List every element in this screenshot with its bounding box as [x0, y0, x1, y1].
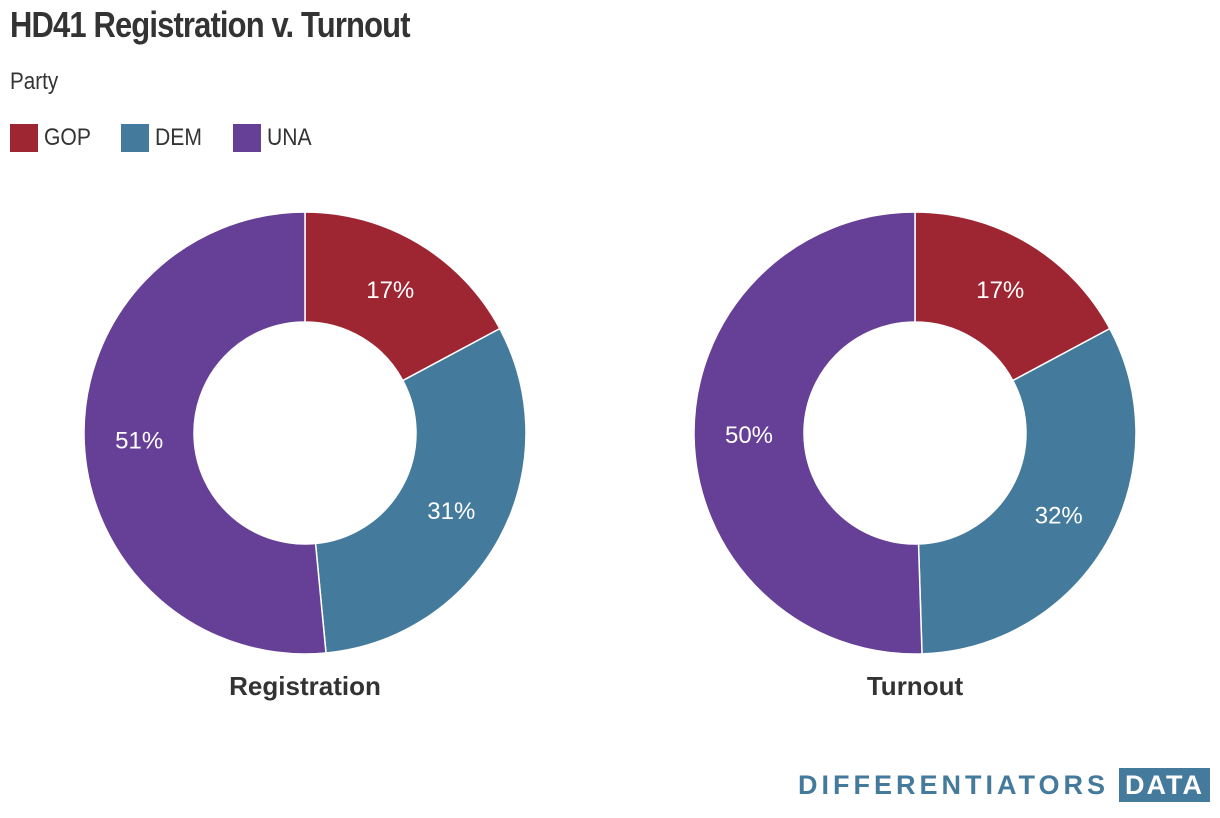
data-label-turnout-dem: 32%	[1035, 503, 1083, 530]
donut-registration: 17% 31% 51% Registration	[83, 211, 527, 701]
chart-title: HD41 Registration v. Turnout	[10, 4, 411, 45]
data-label-turnout-gop: 17%	[976, 277, 1024, 304]
slice-registration-una[interactable]	[83, 211, 327, 655]
brand-logo: DIFFERENTIATORS DATA	[798, 768, 1210, 802]
donut-turnout: 17% 32% 50% Turnout	[693, 211, 1137, 701]
legend-item-una[interactable]: UNA	[232, 124, 318, 152]
slice-turnout-gop[interactable]	[914, 211, 1111, 382]
slice-registration-gop[interactable]	[304, 211, 501, 382]
data-label-turnout-una: 50%	[725, 422, 773, 449]
data-label-registration-una: 51%	[115, 427, 163, 454]
legend-label-dem: DEM	[155, 124, 203, 151]
legend-item-dem[interactable]: DEM	[121, 124, 208, 152]
legend-swatch-una	[232, 124, 261, 152]
legend-item-gop[interactable]: GOP	[10, 124, 97, 152]
brand-wordmark: DIFFERENTIATORS	[798, 769, 1110, 800]
slice-registration-dem[interactable]	[314, 327, 527, 654]
legend-swatch-dem	[121, 124, 150, 152]
chart-label-turnout: Turnout	[867, 671, 964, 701]
data-label-registration-dem: 31%	[427, 498, 475, 525]
slice-turnout-una[interactable]	[693, 211, 923, 655]
chart-label-registration: Registration	[229, 671, 381, 701]
legend-swatch-gop	[10, 124, 38, 152]
legend-label-gop: GOP	[44, 124, 91, 151]
brand-data-box: DATA	[1119, 768, 1210, 802]
data-label-registration-gop: 17%	[366, 277, 414, 304]
slice-turnout-dem[interactable]	[917, 327, 1137, 655]
legend-label-una: UNA	[266, 124, 312, 151]
legend: GOP DEM UNA	[10, 124, 341, 152]
chart-subtitle: Party	[10, 68, 59, 95]
